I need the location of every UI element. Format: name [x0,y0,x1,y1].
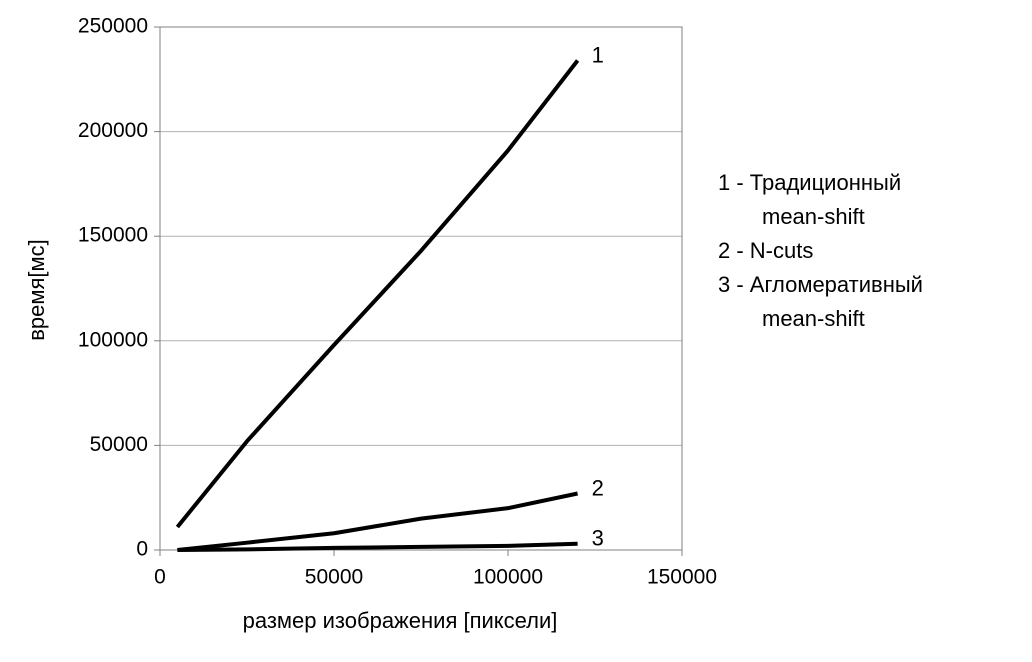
series-line [177,491,579,552]
y-tick-label: 150000 [78,224,148,247]
series-label: 2 [592,475,604,500]
x-tick-label: 50000 [305,566,363,589]
y-tick-label: 100000 [78,328,148,351]
legend-text: 1 - Традиционный [718,170,901,195]
x-axis-label: размер изображения [пиксели] [243,608,558,633]
plot-area [159,26,683,551]
x-tick-label: 150000 [647,566,717,589]
series-line [175,59,580,529]
series-line [177,541,578,552]
series-label: 1 [592,42,604,67]
series-label: 3 [592,526,604,551]
x-tick-label: 100000 [473,566,543,589]
y-tick-label: 250000 [78,15,148,38]
legend-text: 2 - N-cuts [718,238,813,263]
x-tick-label: 0 [154,566,166,589]
legend-text: 3 - Агломеративный [718,272,923,297]
legend-text: mean-shift [762,306,865,331]
y-axis-label: время[мс] [24,239,49,341]
legend-text: mean-shift [762,204,865,229]
y-tick-label: 50000 [90,433,148,456]
y-tick-label: 0 [136,538,148,561]
y-tick-label: 200000 [78,119,148,142]
